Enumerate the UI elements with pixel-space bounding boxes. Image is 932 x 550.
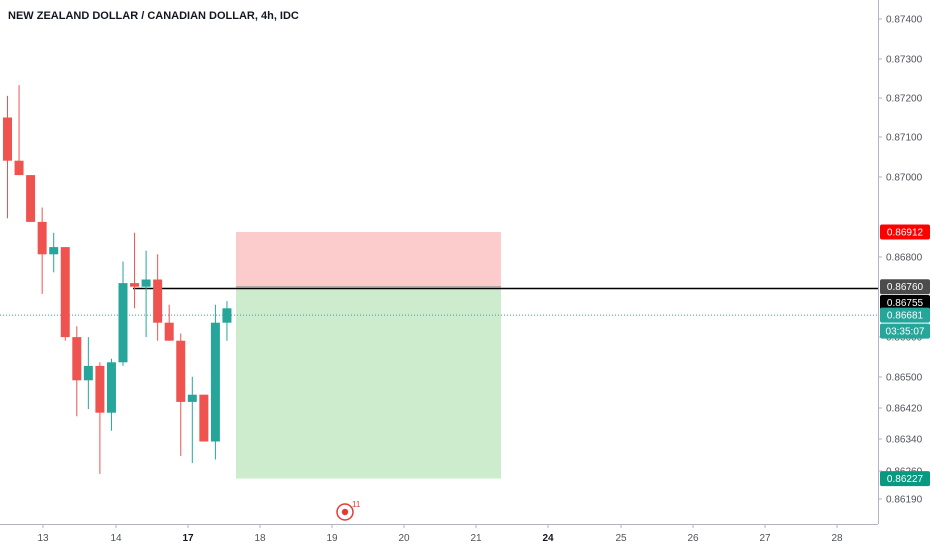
price-tag-box xyxy=(880,471,930,487)
candle xyxy=(49,232,59,273)
price-tag: 03:35:07 xyxy=(880,323,930,339)
price-tag-box xyxy=(880,307,930,323)
candle xyxy=(72,326,82,417)
candle xyxy=(187,376,197,464)
price-tag-box xyxy=(880,323,930,339)
price-tag-text: 0.86227 xyxy=(887,474,924,485)
time-tick-label: 26 xyxy=(687,533,699,544)
candle-body xyxy=(26,175,36,222)
candle-body xyxy=(222,308,232,323)
candle-body xyxy=(164,322,174,341)
time-tick-label: 18 xyxy=(254,533,266,544)
price-tick-label: 0.87000 xyxy=(886,173,923,184)
candle xyxy=(26,175,36,222)
candle xyxy=(95,362,105,474)
price-tick-label: 0.86420 xyxy=(886,404,923,415)
time-axis[interactable]: 13 14 17 18 19 20 21 24 25 26 27 28 xyxy=(37,524,843,544)
candle-body xyxy=(106,362,116,413)
time-tick-label: 14 xyxy=(110,533,122,544)
candle-body xyxy=(37,221,47,255)
candle-body xyxy=(199,394,209,442)
candle xyxy=(3,95,12,219)
price-tick-label: 0.87100 xyxy=(886,133,923,144)
candle xyxy=(176,333,186,456)
price-tick-label: 0.86340 xyxy=(886,435,923,446)
event-marker[interactable]: 11 xyxy=(336,500,361,521)
candle xyxy=(14,85,24,176)
price-tag-box xyxy=(880,224,930,240)
candle xyxy=(118,261,128,366)
price-tick-label: 0.86500 xyxy=(886,373,923,384)
candle-body xyxy=(60,247,70,338)
candle xyxy=(37,207,47,294)
candle-body xyxy=(3,117,12,161)
time-tick-label: 28 xyxy=(831,533,843,544)
risk-zone xyxy=(236,231,501,287)
candle-body xyxy=(49,247,59,255)
candle xyxy=(210,304,220,460)
candlestick-series xyxy=(3,85,232,474)
price-tag-text: 0.86755 xyxy=(887,298,924,309)
candle-body xyxy=(95,365,105,413)
candle-body xyxy=(14,160,24,176)
candle-body xyxy=(153,279,163,323)
candle-body xyxy=(130,283,140,287)
time-tick-label: 20 xyxy=(398,533,410,544)
candle-body xyxy=(210,322,220,442)
candle xyxy=(83,337,93,410)
price-tick-label: 0.86800 xyxy=(886,253,923,264)
price-tag: 0.86760 xyxy=(880,279,930,295)
price-tick-label: 0.87400 xyxy=(886,15,923,26)
price-tick-label: 0.86190 xyxy=(886,495,923,506)
price-tick-label: 0.87200 xyxy=(886,94,923,105)
chart-title: NEW ZEALAND DOLLAR / CANADIAN DOLLAR, 4h… xyxy=(8,10,299,22)
price-tag-text: 0.86912 xyxy=(887,227,924,238)
price-tags: 0.86912 0.86760 0.86755 0.86681 03:35:07 0.86… xyxy=(880,224,930,487)
candle-body xyxy=(83,365,93,381)
candle xyxy=(141,250,151,338)
time-tick-label: 21 xyxy=(470,533,482,544)
price-tag-text: 0.86681 xyxy=(887,311,924,322)
time-tick-label: 24 xyxy=(542,533,554,544)
price-tag-text: 03:35:07 xyxy=(886,327,925,338)
candle xyxy=(222,301,232,341)
candle xyxy=(164,304,174,341)
price-tag-box xyxy=(880,295,930,310)
candle xyxy=(106,358,116,431)
candle xyxy=(60,247,70,341)
price-tag: 0.86681 xyxy=(880,307,930,323)
event-dot-icon xyxy=(341,508,349,516)
price-tag-text: 0.86760 xyxy=(887,282,924,293)
time-tick-label: 17 xyxy=(182,533,194,544)
time-tick-label: 27 xyxy=(759,533,771,544)
position-zones[interactable] xyxy=(236,231,501,479)
candle xyxy=(199,394,209,442)
time-tick-label: 25 xyxy=(615,533,627,544)
price-tick-label: 0.87300 xyxy=(886,55,923,66)
candle-body xyxy=(72,337,82,381)
candle-body xyxy=(176,340,186,402)
candle xyxy=(153,254,163,341)
time-tick-label: 19 xyxy=(326,533,338,544)
price-tag: 0.86755 xyxy=(880,295,930,310)
price-tag: 0.86227 xyxy=(880,471,930,487)
candle xyxy=(130,232,140,309)
event-count: 11 xyxy=(352,500,361,509)
candle-body xyxy=(187,394,197,402)
candle-body xyxy=(118,283,128,363)
price-tag-box xyxy=(880,279,930,295)
price-tag: 0.86912 xyxy=(880,224,930,240)
horizontal-line[interactable] xyxy=(0,287,878,316)
candle-body xyxy=(141,279,151,287)
time-tick-label: 13 xyxy=(37,533,49,544)
reward-zone xyxy=(236,286,501,479)
